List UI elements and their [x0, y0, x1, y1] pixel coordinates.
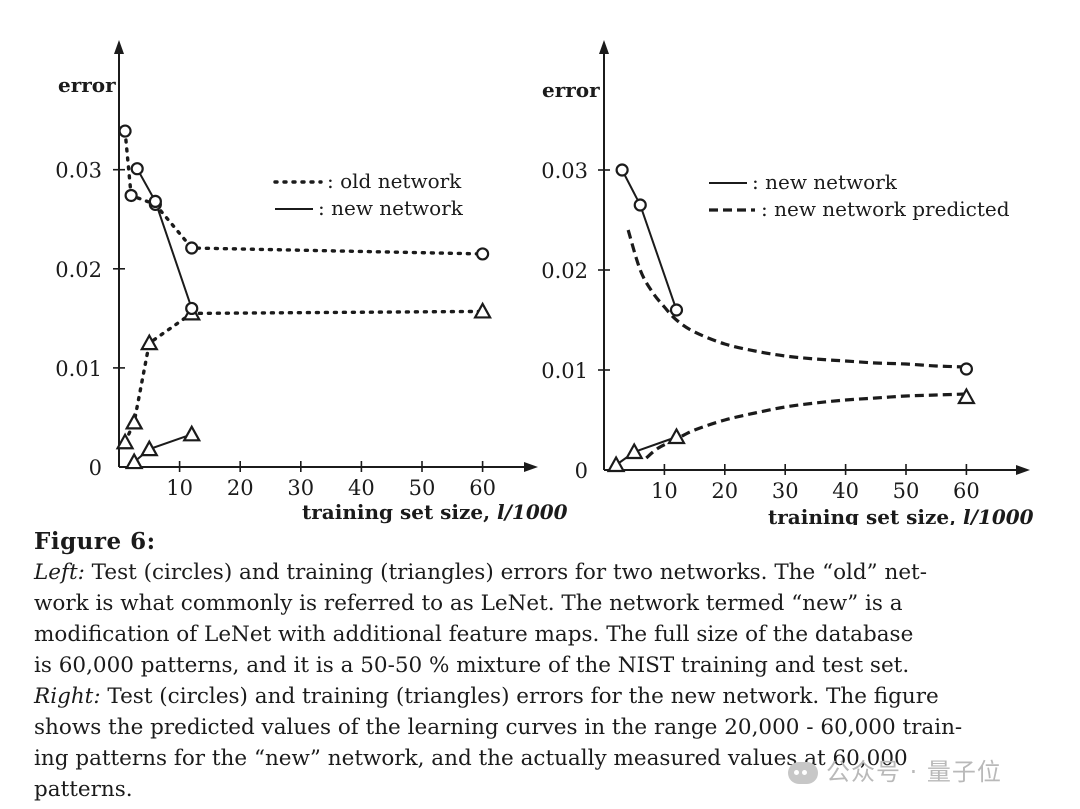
y-tick-label: 0.02 — [541, 259, 588, 283]
circle-marker — [959, 362, 974, 376]
x-tick-label: 10 — [166, 476, 193, 500]
caption-line: Right: Test (circles) and training (tria… — [34, 681, 1056, 712]
caption-lead: Right: — [34, 684, 101, 709]
triangle-marker — [606, 455, 626, 473]
x-axis-label: training set size, l/1000 — [302, 500, 568, 524]
triangle-marker — [473, 301, 492, 319]
x-tick-label: 40 — [832, 479, 859, 503]
caption-text: is 60,000 patterns, and it is a 50-50 % … — [34, 653, 910, 678]
triangle-marker — [667, 427, 686, 445]
triangle-marker — [624, 442, 644, 460]
figure-caption: Figure 6: Left: Test (circles) and train… — [34, 526, 1056, 805]
figure-plots: 0 0.01 0.02 0.03 10 20 30 40 50 60 error training s… — [55, 40, 1034, 525]
x-tick-label: 30 — [772, 479, 799, 503]
caption-line: patterns. — [34, 774, 1056, 805]
x-tick-label: 40 — [348, 476, 375, 500]
watermark-text: 公众号 · 量子位 — [826, 758, 1002, 786]
x-tick-label: 10 — [651, 479, 678, 503]
legend-label: : new network — [318, 196, 464, 220]
legend-label: : new network predicted — [761, 197, 1010, 221]
x-tick-label: 50 — [409, 476, 436, 500]
y-tick-label: 0 — [575, 459, 588, 483]
y-tick-label: 0.02 — [55, 258, 102, 282]
x-axis-arrow — [524, 462, 538, 472]
triangle-marker — [139, 333, 159, 351]
triangle-marker — [139, 439, 159, 457]
y-tick-label: 0.01 — [55, 357, 102, 381]
circle-marker — [669, 303, 684, 317]
caption-line: is 60,000 patterns, and it is a 50-50 % … — [34, 650, 1056, 681]
caption-text: patterns. — [34, 777, 133, 802]
caption-line: Left: Test (circles) and training (trian… — [34, 557, 1056, 588]
triangle-marker — [957, 387, 976, 405]
circle-marker — [633, 198, 647, 212]
caption-text: work is what commonly is referred to as … — [34, 591, 903, 616]
series-line — [626, 229, 967, 369]
triangle-marker — [124, 412, 144, 430]
caption-line: ing patterns for the “new” network, and … — [34, 743, 1056, 774]
series-line — [615, 436, 677, 466]
x-axis-unit: l/1000 — [963, 505, 1034, 525]
circle-marker — [185, 301, 199, 316]
caption-text: Test (circles) and training (triangles) … — [84, 560, 927, 585]
watermark: 公众号 · 量子位 — [788, 752, 1002, 787]
circle-marker — [615, 163, 629, 177]
circle-marker — [124, 188, 138, 203]
x-tick-label: 50 — [893, 479, 920, 503]
series-line — [645, 392, 967, 460]
y-tick-label: 0 — [89, 456, 102, 480]
y-axis-arrow — [114, 40, 124, 54]
y-axis-label: error — [58, 73, 116, 97]
x-tick-label: 30 — [287, 476, 314, 500]
caption-text: modification of LeNet with additional fe… — [34, 622, 914, 647]
wechat-icon — [788, 762, 818, 784]
caption-line: modification of LeNet with additional fe… — [34, 619, 1056, 650]
caption-line: work is what commonly is referred to as … — [34, 588, 1056, 619]
circle-marker — [185, 241, 199, 255]
legend-label: : old network — [327, 169, 462, 193]
x-axis-arrow — [1016, 465, 1030, 475]
series-line — [123, 309, 485, 444]
triangle-marker — [115, 432, 135, 450]
caption-line: shows the predicted values of the learni… — [34, 712, 1056, 743]
y-axis-arrow — [599, 40, 609, 54]
x-tick-label: 20 — [227, 476, 254, 500]
triangle-marker — [182, 424, 202, 442]
caption-text: shows the predicted values of the learni… — [34, 715, 963, 740]
y-axis-label: error — [542, 78, 600, 102]
caption-text: Test (circles) and training (triangles) … — [100, 684, 939, 709]
x-tick-label: 60 — [469, 476, 496, 500]
caption-text: ing patterns for the “new” network, and … — [34, 746, 908, 771]
x-tick-label: 60 — [953, 479, 980, 503]
circle-marker — [148, 194, 162, 209]
x-tick-label: 20 — [711, 479, 738, 503]
x-axis-label: training set size, l/1000 — [768, 505, 1034, 525]
series-line — [133, 433, 193, 463]
y-tick-label: 0.03 — [55, 159, 102, 183]
caption-lead: Left: — [34, 560, 85, 585]
circle-marker — [130, 162, 144, 176]
circle-marker — [118, 124, 132, 138]
circle-marker — [476, 247, 490, 261]
y-tick-label: 0.03 — [541, 159, 588, 183]
y-tick-label: 0.01 — [541, 359, 588, 383]
legend-label: : new network — [752, 170, 898, 194]
triangle-marker — [124, 452, 144, 470]
x-axis-unit: l/1000 — [497, 500, 568, 524]
figure-title: Figure 6: — [34, 528, 156, 555]
